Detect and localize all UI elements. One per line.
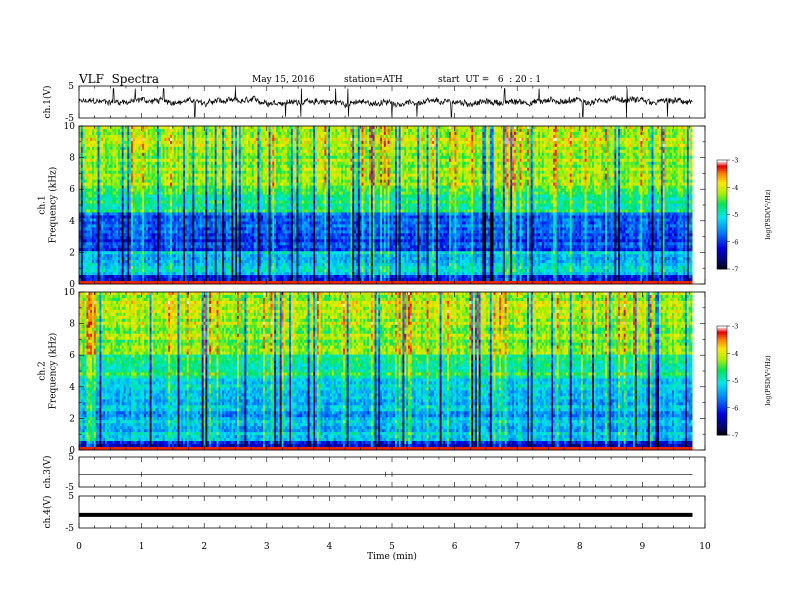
ch1-signal-line [79, 89, 692, 117]
ch2-ytick-label-1: 2 [69, 414, 75, 424]
ch4-waveform-x-ticks [79, 496, 705, 528]
ch2-freq-ylabel: ch.2Frequency (kHz) [38, 333, 59, 410]
ch2-ytick-label-0: 0 [69, 446, 75, 456]
ch2-colorbar-tick-4: -7 [732, 432, 738, 440]
ch1-colorbar-tick-2: -5 [732, 211, 738, 219]
ch4-ytick-bottom: -5 [65, 524, 74, 534]
ch2-ytick-label-5: 10 [64, 288, 76, 298]
x-axis-label: Time (min) [367, 551, 417, 562]
ch2-colorbar-tick-0: -3 [732, 323, 738, 331]
x-tick-label-10: 10 [699, 542, 711, 552]
ch2-colorbar-label: log(PSD(V²/Hz) [764, 355, 772, 406]
x-tick-label-9: 9 [640, 542, 646, 552]
ch1-colorbar-tick-1: -4 [732, 184, 738, 192]
ch1-ytick-label-4: 8 [69, 154, 75, 164]
ch4-ylabel: ch.4(V) [42, 496, 53, 529]
ch1-spectrogram-image [79, 126, 705, 284]
ch1-colorbar-tick-4: -7 [732, 266, 738, 274]
ch2-ytick-label-4: 8 [69, 320, 75, 330]
x-tick-label-6: 6 [452, 542, 458, 552]
ch1-colorbar: -3 -4 -5 -6 -7 [717, 157, 738, 274]
ch1-ylabel: ch.1(V) [42, 86, 53, 119]
ch2-colorbar-tick-2: -5 [732, 377, 738, 385]
ch1-ytick-label-2: 4 [69, 217, 75, 227]
x-tick-labels: 0 1 2 3 4 5 6 7 8 9 10 [76, 542, 711, 552]
ch1-ytick-top: 5 [68, 82, 74, 92]
x-tick-label-7: 7 [514, 542, 520, 552]
ch1-colorbar-tick-3: -6 [732, 238, 738, 246]
x-tick-label-2: 2 [201, 542, 207, 552]
x-tick-label-3: 3 [264, 542, 270, 552]
x-tick-label-4: 4 [327, 542, 333, 552]
ch1-colorbar-label: log(PSD(V²/Hz) [764, 189, 772, 240]
ch3-spikes [142, 472, 392, 477]
x-tick-label-5: 5 [389, 542, 395, 552]
ch4-ytick-top: 5 [68, 492, 74, 502]
x-tick-label-8: 8 [577, 542, 583, 552]
ch2-spectrogram-image [79, 292, 705, 450]
ch1-freq-ylabel: ch.1Frequency (kHz) [38, 167, 59, 244]
ch1-ytick-label-3: 6 [69, 185, 75, 195]
ch1-ytick-label-1: 2 [69, 248, 75, 258]
ch2-ytick-label-2: 4 [69, 383, 75, 393]
ch3-ylabel: ch.3(V) [42, 456, 53, 489]
ch2-ytick-label-3: 6 [69, 351, 75, 361]
ch2-colorbar-tick-1: -4 [732, 350, 738, 358]
ch2-colorbar: -3 -4 -5 -6 -7 [717, 323, 738, 440]
x-tick-label-1: 1 [139, 542, 145, 552]
ch1-ytick-label-5: 10 [64, 122, 76, 132]
ch1-colorbar-tick-0: -3 [732, 157, 738, 165]
x-tick-label-0: 0 [76, 542, 82, 552]
ch2-colorbar-tick-3: -6 [732, 404, 738, 412]
